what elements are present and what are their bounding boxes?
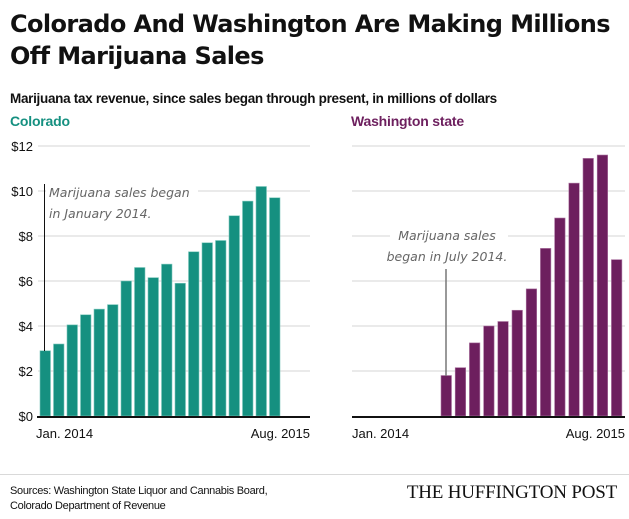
washington-bar	[454, 367, 467, 417]
sources-note: Sources: Washington State Liquor and Can…	[10, 484, 310, 514]
washington-bars	[440, 154, 623, 417]
chart-subtitle: Marijuana tax revenue, since sales began…	[10, 91, 497, 106]
washington-bar	[540, 248, 552, 417]
colorado-annotation-background	[46, 180, 198, 224]
y-tick-label: $6	[19, 274, 33, 289]
washington-x-tick-end: Aug. 2015	[566, 426, 625, 441]
colorado-x-tick-end: Aug. 2015	[251, 426, 310, 441]
colorado-bar	[255, 186, 267, 417]
colorado-bars	[39, 186, 281, 417]
colorado-bar	[215, 240, 227, 417]
colorado-bar	[161, 263, 173, 417]
washington-bar	[483, 325, 495, 417]
colorado-bar	[93, 308, 105, 417]
colorado-bar	[201, 242, 213, 417]
y-tick-label: $8	[19, 229, 33, 244]
washington-bar	[525, 288, 538, 417]
colorado-annotation-line2: in January 2014.	[49, 206, 152, 221]
chart-title: Colorado And Washington Are Making Milli…	[10, 10, 611, 70]
washington-panel-title: Washington state	[351, 113, 464, 129]
washington-annotation-line2: began in July 2014.	[387, 249, 508, 264]
colorado-bar	[107, 304, 119, 417]
y-tick-label: $0	[19, 409, 33, 424]
sources-line-1: Sources: Washington State Liquor and Can…	[10, 485, 268, 497]
washington-bar	[568, 182, 580, 417]
colorado-bar	[147, 277, 159, 417]
colorado-bar	[134, 267, 146, 417]
colorado-x-tick-start: Jan. 2014	[36, 426, 93, 441]
colorado-y-axis-ticks: $0 $2 $4 $6 $8 $10 $12	[11, 139, 33, 424]
washington-bar	[469, 342, 481, 417]
washington-bar	[596, 154, 609, 417]
washington-x-tick-start: Jan. 2014	[352, 426, 409, 441]
colorado-bar	[269, 197, 281, 417]
washington-bar	[440, 375, 452, 417]
washington-bar	[611, 259, 623, 417]
colorado-bar	[53, 343, 65, 417]
washington-bar	[582, 158, 594, 417]
colorado-bar	[120, 280, 132, 417]
washington-bar	[554, 217, 566, 417]
colorado-bar	[188, 251, 200, 417]
footer-divider	[0, 474, 629, 475]
washington-bar	[511, 309, 523, 417]
huffington-post-logo: THE HUFFINGTON POST	[406, 482, 617, 503]
washington-bar	[497, 321, 509, 417]
colorado-bar	[228, 215, 240, 417]
y-tick-label: $12	[11, 139, 33, 154]
y-tick-label: $4	[19, 319, 33, 334]
colorado-bar	[66, 324, 78, 417]
colorado-bar	[80, 314, 92, 417]
y-tick-label: $2	[19, 364, 33, 379]
colorado-bar	[242, 200, 254, 417]
colorado-annotation-line1: Marijuana sales began	[49, 185, 190, 200]
washington-annotation-background	[390, 226, 508, 268]
y-tick-label: $10	[11, 184, 33, 199]
washington-annotation-line1: Marijuana sales	[398, 228, 496, 243]
colorado-bar	[174, 282, 186, 417]
sources-line-2: Colorado Department of Revenue	[10, 500, 166, 512]
colorado-panel-title: Colorado	[10, 113, 70, 129]
colorado-bar	[39, 350, 51, 417]
